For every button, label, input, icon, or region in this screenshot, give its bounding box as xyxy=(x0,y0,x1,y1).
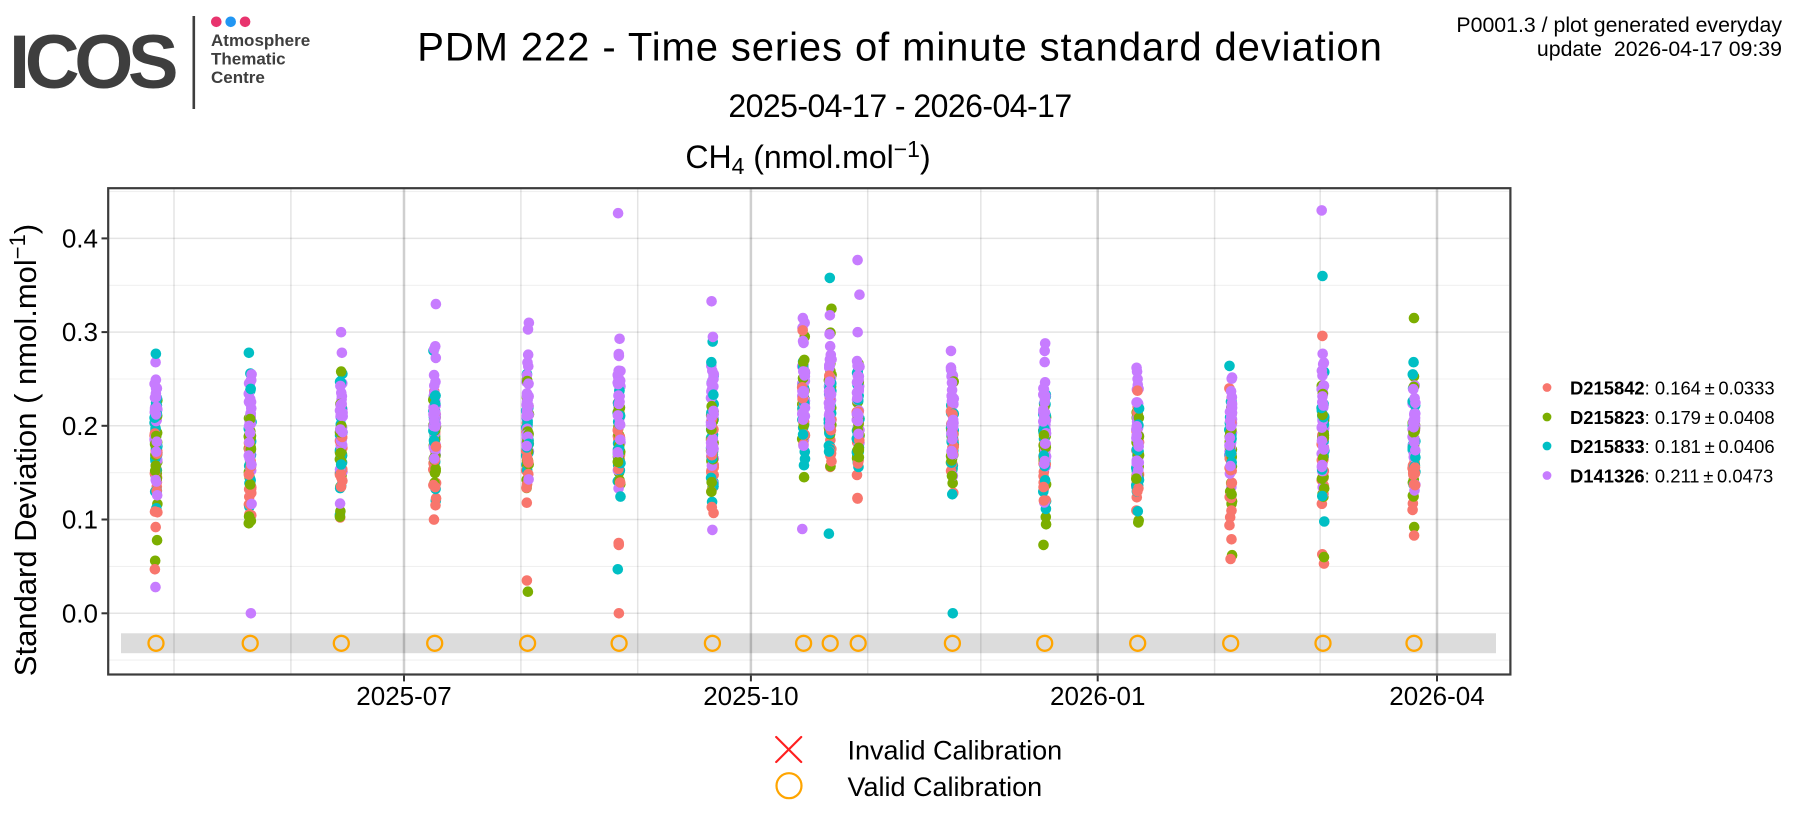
svg-text:Valid Calibration: Valid Calibration xyxy=(848,772,1043,802)
svg-text:ICOS: ICOS xyxy=(9,20,176,105)
svg-text:PDM 222 - Time series of minut: PDM 222 - Time series of minute standard… xyxy=(417,26,1382,70)
svg-text:Standard Deviation ( nmol.mol−: Standard Deviation ( nmol.mol−1) xyxy=(5,224,43,676)
svg-text:0.0: 0.0 xyxy=(62,598,98,628)
svg-text:Atmosphere: Atmosphere xyxy=(211,31,310,50)
svg-text:P0001.3 / plot generated every: P0001.3 / plot generated everyday xyxy=(1456,13,1782,37)
svg-text:0.3: 0.3 xyxy=(62,317,98,347)
svg-text:2026-04: 2026-04 xyxy=(1389,681,1484,711)
svg-text:0.1: 0.1 xyxy=(62,505,98,535)
svg-text:2025-04-17 - 2026-04-17: 2025-04-17 - 2026-04-17 xyxy=(728,88,1071,124)
svg-text:0.4: 0.4 xyxy=(62,223,98,253)
svg-text:CH4 (nmol.mol−1): CH4 (nmol.mol−1) xyxy=(685,136,930,179)
svg-text:D141326: 0.211 ± 0.0473: D141326: 0.211 ± 0.0473 xyxy=(1570,466,1773,487)
svg-text:Thematic: Thematic xyxy=(211,50,286,69)
svg-text:D215833: 0.181 ± 0.0406: D215833: 0.181 ± 0.0406 xyxy=(1570,436,1775,457)
svg-text:2026-01: 2026-01 xyxy=(1050,681,1145,711)
svg-text:Invalid Calibration: Invalid Calibration xyxy=(848,736,1063,766)
svg-text:0.2: 0.2 xyxy=(62,411,98,441)
svg-text:Centre: Centre xyxy=(211,68,265,87)
svg-text:D215842: 0.164 ± 0.0333: D215842: 0.164 ± 0.0333 xyxy=(1570,378,1775,399)
svg-text:update 2026-04-17 09:39: update 2026-04-17 09:39 xyxy=(1537,37,1782,61)
svg-text:2025-07: 2025-07 xyxy=(356,681,451,711)
svg-text:D215823: 0.179 ± 0.0408: D215823: 0.179 ± 0.0408 xyxy=(1570,407,1775,428)
svg-text:2025-10: 2025-10 xyxy=(703,681,798,711)
